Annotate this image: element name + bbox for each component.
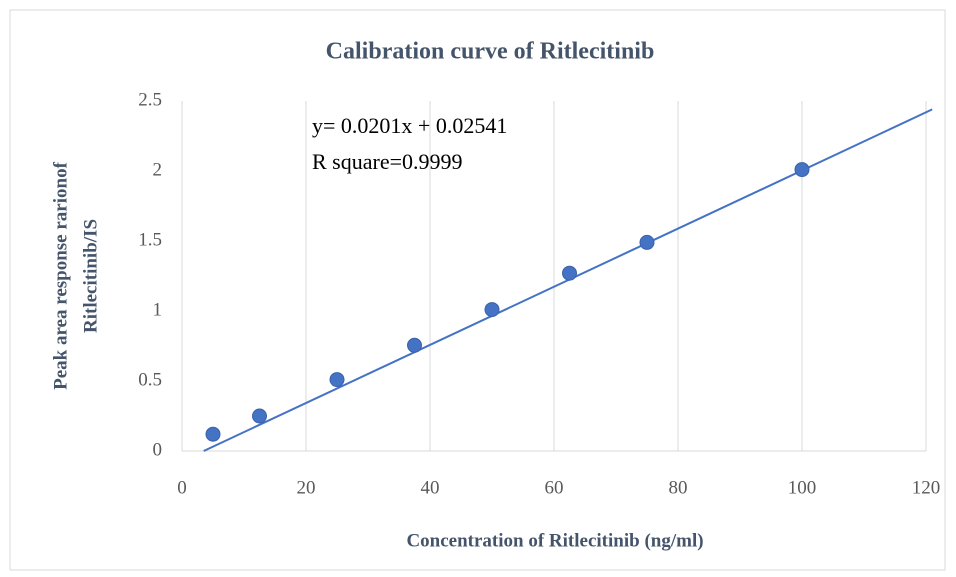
equation: y= 0.0201x + 0.02541 — [312, 113, 507, 138]
x-tick-label: 100 — [788, 477, 817, 498]
x-tick-label: 120 — [912, 477, 941, 498]
chart-border — [9, 9, 946, 571]
x-tick-label: 80 — [669, 477, 688, 498]
x-axis-label: Concentration of Ritlecitinib (ng/ml) — [406, 530, 703, 551]
r-square: R square=0.9999 — [312, 149, 463, 174]
y-tick-label: 2 — [153, 159, 163, 180]
y-tick-label: 1.5 — [138, 229, 162, 250]
y-tick-label: 2.5 — [138, 89, 162, 110]
y-tick-label: 0.5 — [138, 369, 162, 390]
y-tick-label: 0 — [153, 439, 163, 460]
point — [407, 337, 422, 353]
point — [205, 426, 221, 442]
y-tick-label: 1 — [153, 299, 163, 320]
chart-title: Calibration curve of Ritlecitinib — [326, 39, 655, 65]
x-tick-label: 0 — [177, 477, 187, 498]
y-axis-label: Peak area response rarionof — [50, 161, 71, 389]
point — [329, 372, 345, 388]
y-axis-label: Ritlecitinib/IS — [80, 219, 101, 333]
x-tick-label: 20 — [297, 477, 316, 498]
point — [639, 234, 655, 250]
point — [484, 302, 500, 318]
point — [794, 162, 810, 178]
x-tick-label: 60 — [545, 477, 564, 498]
point — [562, 265, 577, 281]
point — [252, 408, 267, 424]
x-tick-label: 40 — [421, 477, 440, 498]
